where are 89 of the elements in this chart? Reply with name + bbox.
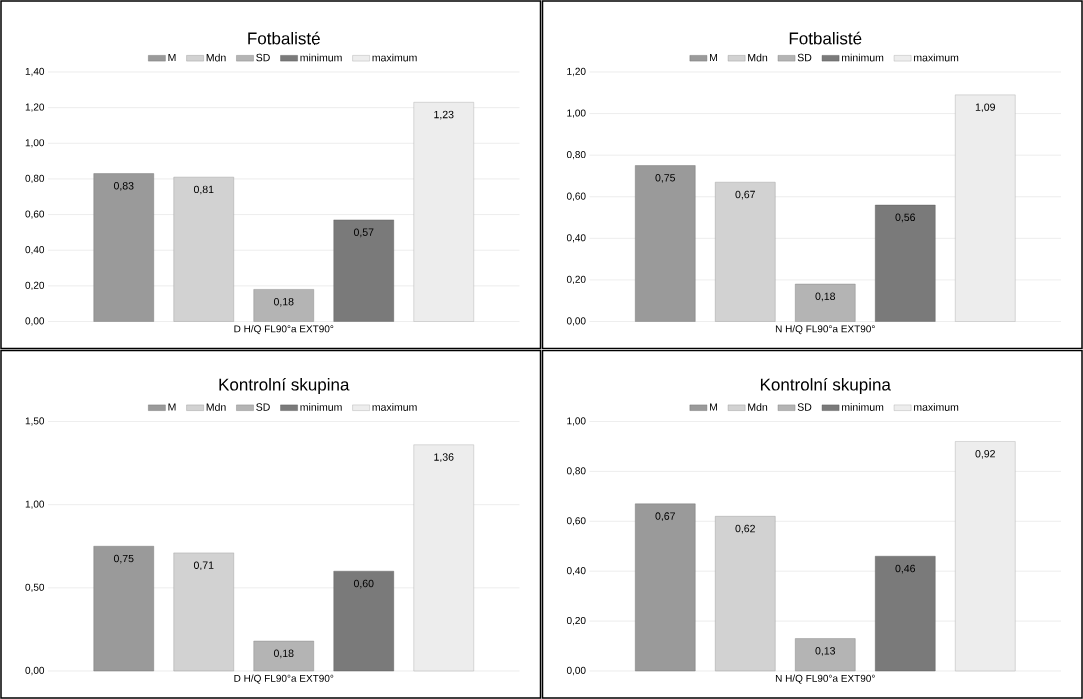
y-tick-label: 0,40 xyxy=(566,234,586,243)
data-label: 0,18 xyxy=(815,292,836,302)
data-label: 0,18 xyxy=(273,297,294,307)
y-tick-label: 0,00 xyxy=(566,666,586,676)
y-tick-label: 0,60 xyxy=(566,192,586,201)
bar xyxy=(253,640,314,672)
x-tick-label: D H/Q FL90°a EXT90° xyxy=(234,674,334,684)
data-label: 0,67 xyxy=(655,512,675,522)
legend-label: Mdn xyxy=(748,53,768,62)
bar xyxy=(955,94,1016,322)
legend-label: maximum xyxy=(372,403,417,411)
data-label: 0,71 xyxy=(193,561,214,571)
legend-label: M xyxy=(709,403,717,411)
legend-label: Mdn xyxy=(206,53,226,62)
bar xyxy=(413,444,474,672)
bar xyxy=(795,638,856,672)
data-label: 0,46 xyxy=(895,564,916,574)
legend-label: minimum xyxy=(300,403,342,411)
y-tick-label: 0,80 xyxy=(566,151,586,160)
x-tick-label: N H/Q FL90°a EXT90° xyxy=(775,674,875,684)
data-label: 0,60 xyxy=(353,579,374,589)
y-tick-label: 1,20 xyxy=(25,103,45,112)
bar xyxy=(93,173,154,322)
legend-label: M xyxy=(709,53,717,62)
legend-label: minimum xyxy=(841,53,884,62)
legend-label: maximum xyxy=(914,53,959,62)
y-tick-label: 1,00 xyxy=(25,139,45,148)
data-label: 0,57 xyxy=(353,228,374,238)
bar xyxy=(253,289,314,322)
bar xyxy=(333,571,394,672)
chart-title: Kontrolní skupina xyxy=(760,377,891,394)
y-tick-label: 1,00 xyxy=(567,417,586,426)
legend-label: maximum xyxy=(372,53,417,62)
data-label: 0,13 xyxy=(815,647,836,656)
legend-label: Mdn xyxy=(748,403,768,411)
legend-label: minimum xyxy=(841,403,884,411)
y-tick-label: 0,60 xyxy=(25,210,45,219)
bar xyxy=(875,556,936,672)
legend-label: M xyxy=(168,403,176,411)
y-tick-label: 0,80 xyxy=(25,174,45,184)
bar xyxy=(955,441,1016,672)
chart-title: Kontrolní skupina xyxy=(219,377,350,394)
bar xyxy=(413,102,474,322)
y-tick-label: 0,40 xyxy=(25,246,45,255)
data-label: 0,67 xyxy=(735,190,755,200)
legend-label: minimum xyxy=(300,53,342,62)
y-tick-label: 0,40 xyxy=(566,567,586,576)
data-label: 1,09 xyxy=(975,103,995,113)
y-tick-label: 0,50 xyxy=(25,583,45,592)
bar xyxy=(875,204,936,322)
bar xyxy=(635,165,696,322)
legend-label: SD xyxy=(256,403,270,411)
data-label: 0,56 xyxy=(895,213,916,223)
y-tick-label: 0,20 xyxy=(566,275,586,285)
legend-label: SD xyxy=(797,403,812,411)
y-tick-label: 0,20 xyxy=(25,281,45,290)
chart-title: Fotbalisté xyxy=(789,31,862,45)
y-tick-label: 1,20 xyxy=(567,67,586,77)
y-tick-label: 0,00 xyxy=(25,317,45,326)
data-label: 0,62 xyxy=(735,524,755,534)
data-label: 0,75 xyxy=(113,554,134,564)
data-label: 0,81 xyxy=(193,185,214,195)
bar xyxy=(635,503,696,672)
y-tick-label: 0,20 xyxy=(566,616,586,626)
legend-label: Mdn xyxy=(206,403,226,411)
y-tick-label: 0,60 xyxy=(566,517,586,526)
bar xyxy=(93,546,154,672)
legend-label: maximum xyxy=(914,403,959,411)
data-label: 0,92 xyxy=(975,450,995,459)
bar xyxy=(795,283,856,322)
data-label: 0,18 xyxy=(273,649,294,659)
y-tick-label: 1,50 xyxy=(25,417,45,426)
y-tick-label: 0,00 xyxy=(566,317,586,326)
x-tick-label: N H/Q FL90°a EXT90° xyxy=(775,325,875,335)
data-label: 0,83 xyxy=(113,182,134,191)
legend-label: SD xyxy=(256,53,270,62)
x-tick-label: D H/Q FL90°a EXT90° xyxy=(234,325,334,335)
chart-title: Fotbalisté xyxy=(248,31,320,45)
y-tick-label: 0,80 xyxy=(566,467,586,476)
data-label: 1,23 xyxy=(434,110,454,120)
legend-label: SD xyxy=(797,53,812,62)
y-tick-label: 1,00 xyxy=(567,109,586,118)
data-label: 1,36 xyxy=(434,453,454,462)
legend-label: M xyxy=(168,53,176,62)
y-tick-label: 0,00 xyxy=(25,666,45,676)
y-tick-label: 1,00 xyxy=(25,500,45,509)
y-tick-label: 1,40 xyxy=(25,67,45,77)
bar xyxy=(333,219,394,322)
data-label: 0,75 xyxy=(655,174,676,183)
